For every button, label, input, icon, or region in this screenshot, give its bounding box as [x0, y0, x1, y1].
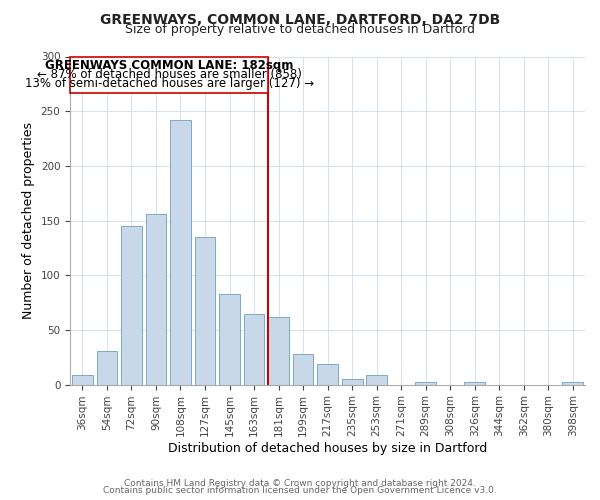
Bar	[194, 237, 215, 384]
Bar	[341, 379, 362, 384]
Bar	[293, 354, 313, 384]
Bar	[72, 375, 93, 384]
Text: Contains HM Land Registry data © Crown copyright and database right 2024.: Contains HM Land Registry data © Crown c…	[124, 478, 476, 488]
Bar	[121, 226, 142, 384]
Text: GREENWAYS, COMMON LANE, DARTFORD, DA2 7DB: GREENWAYS, COMMON LANE, DARTFORD, DA2 7D…	[100, 12, 500, 26]
FancyBboxPatch shape	[70, 56, 268, 92]
Y-axis label: Number of detached properties: Number of detached properties	[22, 122, 35, 319]
Bar	[170, 120, 191, 384]
Bar	[244, 314, 265, 384]
Text: Size of property relative to detached houses in Dartford: Size of property relative to detached ho…	[125, 22, 475, 36]
Bar	[317, 364, 338, 384]
Text: Contains public sector information licensed under the Open Government Licence v3: Contains public sector information licen…	[103, 486, 497, 495]
Text: ← 87% of detached houses are smaller (858): ← 87% of detached houses are smaller (85…	[37, 68, 302, 81]
Bar	[415, 382, 436, 384]
Bar	[146, 214, 166, 384]
X-axis label: Distribution of detached houses by size in Dartford: Distribution of detached houses by size …	[168, 442, 487, 455]
Bar	[366, 375, 387, 384]
Bar	[219, 294, 240, 384]
Bar	[464, 382, 485, 384]
Text: GREENWAYS COMMON LANE: 182sqm: GREENWAYS COMMON LANE: 182sqm	[45, 60, 293, 72]
Text: 13% of semi-detached houses are larger (127) →: 13% of semi-detached houses are larger (…	[25, 77, 314, 90]
Bar	[97, 350, 118, 384]
Bar	[268, 317, 289, 384]
Bar	[562, 382, 583, 384]
